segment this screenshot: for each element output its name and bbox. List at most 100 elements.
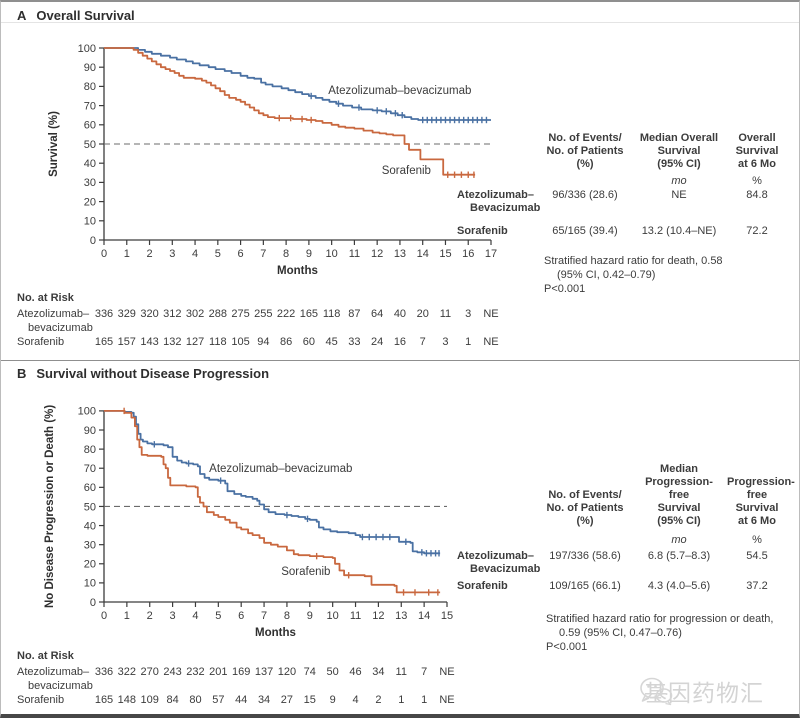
at-risk-value: 3 [465, 308, 472, 320]
svg-text:15: 15 [441, 610, 453, 622]
svg-text:80: 80 [84, 444, 96, 456]
at-risk-value: 143 [140, 336, 159, 348]
panel-a-footnote: Stratified hazard ratio for death, 0.58 … [544, 255, 723, 296]
table-a-atezo-median: NE [671, 189, 687, 201]
at-risk-value: 201 [209, 666, 228, 678]
svg-text:16: 16 [462, 248, 474, 260]
svg-text:20: 20 [84, 196, 96, 208]
km-curve-sorafenib [104, 410, 441, 594]
at-risk-value: 20 [416, 308, 429, 320]
svg-text:11: 11 [350, 610, 361, 622]
svg-text:3: 3 [169, 248, 175, 260]
wechat-icon [640, 677, 673, 706]
at-risk-value: 118 [322, 308, 341, 320]
curve-label: Sorafenib [281, 566, 330, 578]
y-ticks: 0 10 20 30 40 50 60 70 80 90 100 [78, 406, 104, 609]
svg-text:30: 30 [84, 539, 96, 551]
svg-text:10: 10 [327, 610, 339, 622]
table-b-corner [457, 458, 539, 530]
svg-text:9: 9 [307, 610, 313, 622]
watermark: 基因药物汇 [639, 674, 764, 708]
svg-text:70: 70 [84, 463, 96, 475]
at-risk-label-sorafenib: Sorafenib [17, 694, 65, 706]
at-risk-value: 46 [349, 666, 362, 678]
table-a-col1-header: No. of Events/ No. of Patients (%) [546, 132, 624, 171]
svg-text:40: 40 [84, 158, 96, 170]
at-risk-value: 243 [163, 666, 182, 678]
x-axis-title: Months [255, 627, 296, 639]
at-risk-value: 94 [257, 336, 270, 348]
table-a-atezo-at6mo: 84.8 [746, 189, 768, 201]
at-risk-value: 232 [186, 666, 205, 678]
x-axis-title: Months [277, 265, 318, 277]
svg-text:5: 5 [215, 248, 221, 260]
x-ticks: 0 1 2 3 4 5 6 7 8 9 10 11 12 13 14 15 16 17 [101, 240, 497, 260]
svg-text:17: 17 [485, 248, 497, 260]
at-risk-value: 255 [254, 308, 273, 320]
table-a-sorafenib-events: 65/165 (39.4) [552, 225, 618, 237]
panel-a-title: A Overall Survival [17, 8, 135, 23]
svg-text:5: 5 [215, 610, 221, 622]
at-risk-value: 1 [465, 336, 472, 348]
at-risk-label-sorafenib: Sorafenib [17, 336, 65, 348]
curve-label: Atezolizumab–bevacizumab [209, 463, 352, 475]
y-axis-title: No Disease Progression or Death (%) [44, 405, 56, 608]
at-risk-value: 24 [371, 336, 384, 348]
svg-text:0: 0 [101, 610, 107, 622]
at-risk-value: 16 [393, 336, 407, 348]
table-b-col2-unit: mo [671, 533, 687, 546]
censor-ticks [310, 92, 488, 124]
panel-b-at-risk-table: No. at Risk Atezolizumab– bevacizumab So… [1, 650, 521, 714]
censor-ticks [278, 114, 475, 178]
at-risk-value: 64 [371, 308, 384, 320]
at-risk-value: 44 [235, 694, 248, 706]
svg-text:0: 0 [90, 235, 96, 247]
at-risk-value: 27 [280, 694, 294, 706]
at-risk-label-atezo: Atezolizumab– [17, 308, 90, 320]
svg-text:11: 11 [349, 248, 360, 260]
svg-text:20: 20 [84, 559, 96, 571]
at-risk-value: 86 [279, 336, 293, 348]
svg-text:12: 12 [371, 248, 383, 260]
panel-b-title-text: Survival without Disease Progression [36, 366, 270, 381]
table-b-atezo-median: 6.8 (5.7–8.3) [647, 550, 711, 562]
svg-text:13: 13 [394, 248, 406, 260]
table-b-atezo-events: 197/336 (58.6) [549, 550, 621, 562]
panel-b-summary-table: No. of Events/ No. of Patients (%) Media… [457, 458, 795, 598]
at-risk-value: 109 [140, 694, 159, 706]
table-a-col2-unit: mo [671, 174, 687, 187]
svg-text:80: 80 [84, 81, 96, 93]
at-risk-value: 288 [208, 308, 227, 320]
at-risk-value: 11 [439, 308, 452, 320]
svg-text:6: 6 [238, 610, 244, 622]
at-risk-value: 336 [94, 666, 114, 678]
at-risk-value: 34 [257, 694, 271, 706]
at-risk-value: 57 [212, 694, 225, 706]
at-risk-header: No. at Risk [17, 650, 74, 662]
table-a-row-label-atezo: Atezolizumab– Bevacizumab [457, 189, 541, 214]
panel-a-letter: A [17, 8, 27, 23]
at-risk-value: 15 [303, 694, 316, 706]
table-b-row-label-atezo: Atezolizumab– Bevacizumab [457, 550, 541, 575]
at-risk-value: 4 [352, 694, 359, 706]
at-risk-value: 33 [348, 336, 361, 348]
table-a-col3-unit: % [752, 174, 762, 187]
panel-a-summary-table: No. of Events/ No. of Patients (%) Media… [457, 129, 787, 243]
at-risk-value: 34 [372, 666, 385, 678]
svg-text:0: 0 [90, 597, 96, 609]
at-risk-value: 7 [421, 666, 428, 678]
curve-label: Atezolizumab–bevacizumab [328, 85, 471, 97]
at-risk-value: 120 [277, 666, 297, 678]
svg-text:10: 10 [84, 578, 96, 590]
table-a-atezo-events: 96/336 (28.6) [552, 189, 618, 201]
svg-text:30: 30 [84, 177, 96, 189]
panel-a-at-risk-table: No. at Risk Atezolizumab– bevacizumab So… [1, 292, 521, 356]
at-risk-value: 137 [254, 666, 274, 678]
svg-text:6: 6 [238, 248, 244, 260]
svg-text:0: 0 [101, 248, 107, 260]
at-risk-value: 84 [166, 694, 179, 706]
at-risk-value: 45 [325, 336, 338, 348]
svg-text:14: 14 [417, 248, 429, 260]
